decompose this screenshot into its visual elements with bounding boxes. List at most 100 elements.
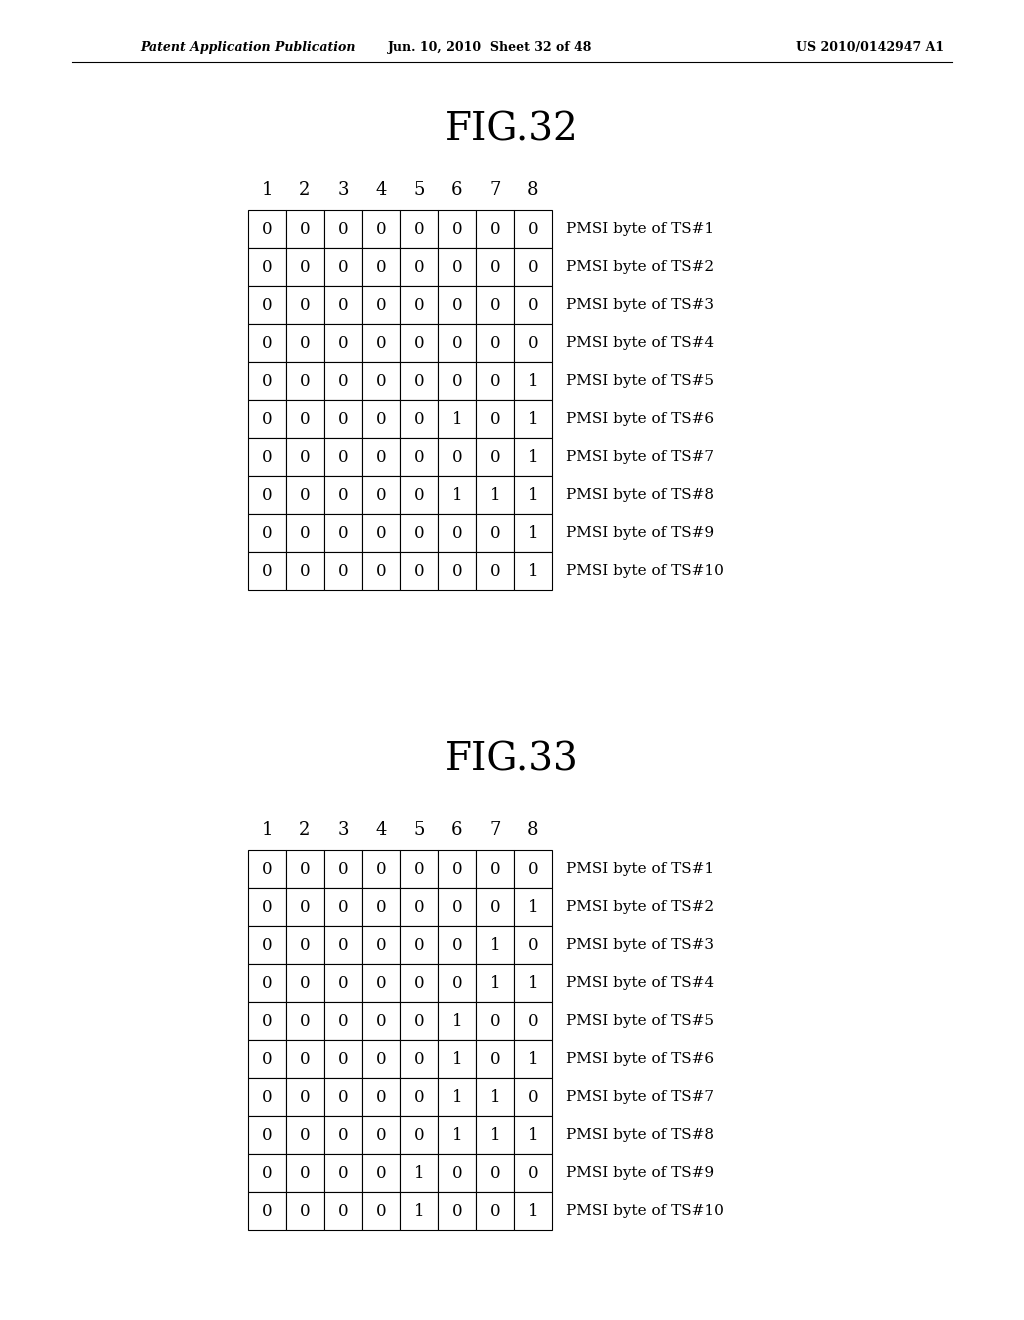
Text: 0: 0 bbox=[300, 562, 310, 579]
Text: 0: 0 bbox=[338, 974, 348, 991]
Text: 0: 0 bbox=[489, 449, 501, 466]
Bar bbox=[400, 1154, 438, 1192]
Bar bbox=[248, 477, 286, 513]
Bar bbox=[248, 1078, 286, 1115]
Bar bbox=[476, 248, 514, 286]
Text: 0: 0 bbox=[452, 259, 462, 276]
Text: 0: 0 bbox=[527, 220, 539, 238]
Text: 6: 6 bbox=[452, 821, 463, 840]
Text: 0: 0 bbox=[489, 899, 501, 916]
Text: 0: 0 bbox=[262, 1012, 272, 1030]
Text: 0: 0 bbox=[376, 334, 386, 351]
Bar bbox=[514, 552, 552, 590]
Bar bbox=[400, 477, 438, 513]
Text: 0: 0 bbox=[300, 1203, 310, 1220]
Bar bbox=[476, 552, 514, 590]
Text: 0: 0 bbox=[262, 524, 272, 541]
Bar bbox=[400, 400, 438, 438]
Text: 0: 0 bbox=[300, 220, 310, 238]
Text: 0: 0 bbox=[300, 1089, 310, 1106]
Text: 0: 0 bbox=[414, 524, 424, 541]
Bar bbox=[476, 513, 514, 552]
Text: 0: 0 bbox=[300, 936, 310, 953]
Text: 0: 0 bbox=[376, 372, 386, 389]
Bar bbox=[286, 248, 324, 286]
Text: 0: 0 bbox=[262, 259, 272, 276]
Bar bbox=[438, 477, 476, 513]
Text: 0: 0 bbox=[300, 487, 310, 503]
Bar bbox=[248, 362, 286, 400]
Text: 0: 0 bbox=[376, 1051, 386, 1068]
Text: 0: 0 bbox=[414, 899, 424, 916]
Text: 0: 0 bbox=[527, 1012, 539, 1030]
Bar bbox=[438, 888, 476, 927]
Text: 0: 0 bbox=[300, 524, 310, 541]
Text: 0: 0 bbox=[452, 936, 462, 953]
Text: 7: 7 bbox=[489, 181, 501, 199]
Bar bbox=[514, 286, 552, 323]
Bar bbox=[514, 964, 552, 1002]
Bar bbox=[514, 323, 552, 362]
Text: 5: 5 bbox=[414, 821, 425, 840]
Text: 0: 0 bbox=[414, 861, 424, 878]
Text: PMSI byte of TS#10: PMSI byte of TS#10 bbox=[566, 564, 724, 578]
Bar bbox=[248, 964, 286, 1002]
Text: 4: 4 bbox=[376, 821, 387, 840]
Text: PMSI byte of TS#9: PMSI byte of TS#9 bbox=[566, 1166, 714, 1180]
Bar bbox=[400, 513, 438, 552]
Text: 0: 0 bbox=[414, 1012, 424, 1030]
Text: 0: 0 bbox=[414, 259, 424, 276]
Bar bbox=[324, 286, 362, 323]
Bar bbox=[400, 552, 438, 590]
Bar bbox=[514, 1192, 552, 1230]
Text: 0: 0 bbox=[452, 297, 462, 314]
Text: 0: 0 bbox=[338, 449, 348, 466]
Text: 8: 8 bbox=[527, 181, 539, 199]
Text: PMSI byte of TS#7: PMSI byte of TS#7 bbox=[566, 450, 714, 465]
Text: 0: 0 bbox=[489, 334, 501, 351]
Bar bbox=[362, 1192, 400, 1230]
Text: FIG.32: FIG.32 bbox=[445, 111, 579, 149]
Bar bbox=[476, 210, 514, 248]
Text: 0: 0 bbox=[376, 297, 386, 314]
Text: 0: 0 bbox=[338, 372, 348, 389]
Text: 0: 0 bbox=[262, 1051, 272, 1068]
Text: 1: 1 bbox=[452, 1012, 462, 1030]
Bar bbox=[248, 850, 286, 888]
Bar bbox=[476, 400, 514, 438]
Bar bbox=[476, 964, 514, 1002]
Bar bbox=[324, 1078, 362, 1115]
Text: PMSI byte of TS#5: PMSI byte of TS#5 bbox=[566, 374, 714, 388]
Text: 0: 0 bbox=[262, 936, 272, 953]
Text: 0: 0 bbox=[262, 220, 272, 238]
Bar bbox=[438, 210, 476, 248]
Bar bbox=[438, 1192, 476, 1230]
Bar bbox=[438, 1078, 476, 1115]
Bar bbox=[286, 477, 324, 513]
Bar bbox=[514, 1040, 552, 1078]
Bar bbox=[438, 323, 476, 362]
Text: 0: 0 bbox=[300, 1051, 310, 1068]
Bar bbox=[438, 286, 476, 323]
Text: 0: 0 bbox=[452, 861, 462, 878]
Text: 0: 0 bbox=[338, 861, 348, 878]
Text: 1: 1 bbox=[489, 487, 501, 503]
Bar bbox=[438, 927, 476, 964]
Bar bbox=[324, 1040, 362, 1078]
Text: PMSI byte of TS#10: PMSI byte of TS#10 bbox=[566, 1204, 724, 1218]
Text: 0: 0 bbox=[262, 1203, 272, 1220]
Text: 0: 0 bbox=[376, 1126, 386, 1143]
Text: 0: 0 bbox=[376, 936, 386, 953]
Text: 0: 0 bbox=[489, 297, 501, 314]
Text: 0: 0 bbox=[527, 1164, 539, 1181]
Bar bbox=[400, 850, 438, 888]
Text: 0: 0 bbox=[527, 936, 539, 953]
Bar bbox=[324, 400, 362, 438]
Bar bbox=[324, 964, 362, 1002]
Bar bbox=[324, 1115, 362, 1154]
Text: 0: 0 bbox=[376, 524, 386, 541]
Bar bbox=[400, 438, 438, 477]
Bar bbox=[286, 1040, 324, 1078]
Text: 0: 0 bbox=[300, 297, 310, 314]
Bar bbox=[362, 286, 400, 323]
